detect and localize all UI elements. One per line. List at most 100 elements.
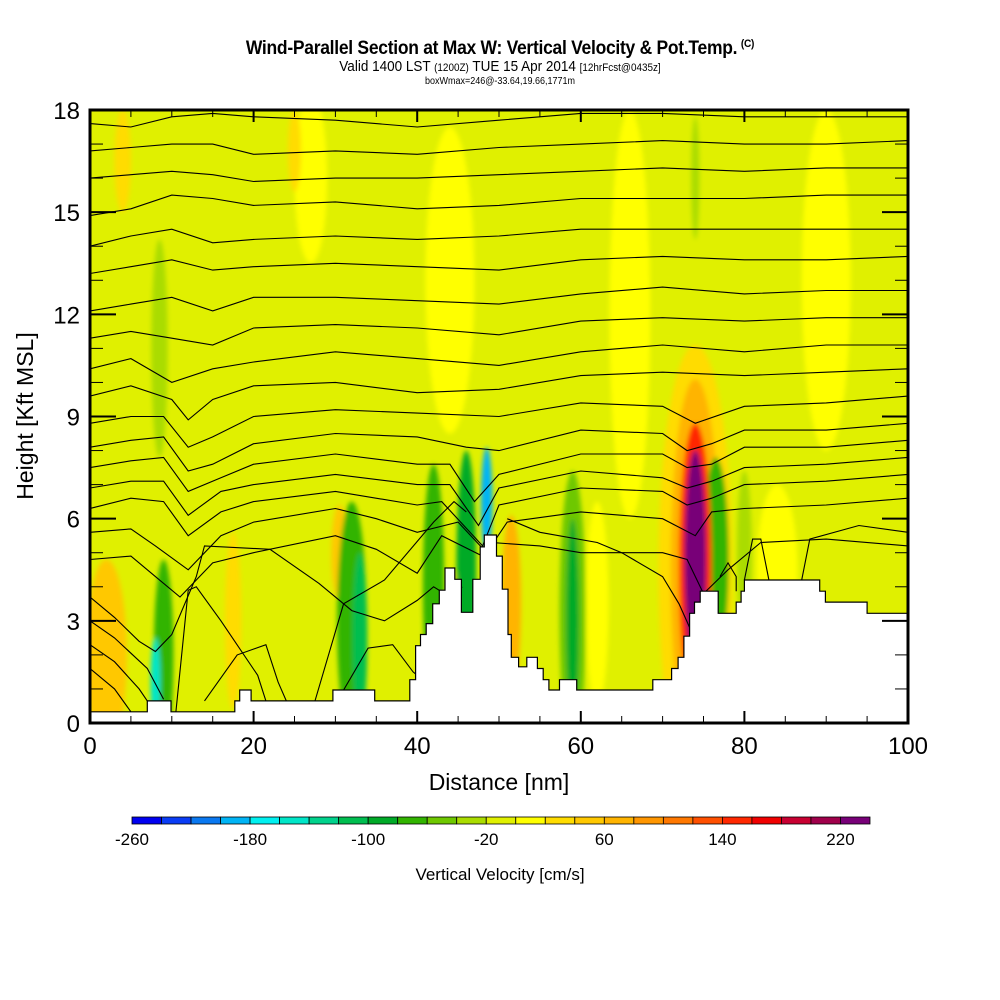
colorbar-swatch bbox=[840, 816, 871, 825]
y-tick-label: 0 bbox=[67, 711, 80, 738]
colorbar-swatch bbox=[662, 816, 694, 825]
velocity-feature bbox=[151, 239, 168, 458]
x-axis: 0 20 40 60 80 100 bbox=[83, 110, 928, 760]
velocity-feature bbox=[287, 110, 302, 192]
y-tick-label: 9 bbox=[67, 405, 80, 432]
velocity-feature bbox=[90, 559, 127, 723]
colorbar-swatch bbox=[751, 816, 782, 825]
y-axis-title: Height [Kft MSL] bbox=[12, 332, 38, 499]
velocity-feature bbox=[609, 110, 651, 519]
isentrope-line bbox=[90, 497, 908, 571]
colorbar-tick-label: 60 bbox=[595, 830, 614, 849]
copyright-mark: (C) bbox=[740, 38, 755, 50]
velocity-feature bbox=[566, 518, 580, 723]
x-tick-label: 0 bbox=[83, 733, 96, 760]
isentrope-line bbox=[90, 620, 165, 700]
x-axis-title: Distance [nm] bbox=[429, 769, 570, 795]
colorbar-title: Vertical Velocity [cm/s] bbox=[415, 865, 584, 884]
velocity-feature bbox=[224, 532, 242, 710]
colorbar-swatch bbox=[367, 816, 399, 825]
chart-title-text: Wind-Parallel Section at Max W: Vertical… bbox=[245, 38, 738, 59]
isentrope-line bbox=[90, 255, 908, 275]
isentrope-line bbox=[90, 317, 908, 346]
colorbar-swatch bbox=[161, 816, 192, 825]
y-axis: 0 3 6 9 12 15 18 bbox=[53, 98, 908, 738]
isentrope-line bbox=[90, 194, 908, 217]
isentrope-line bbox=[90, 167, 908, 183]
chart-title: Wind-Parallel Section at Max W: Vertical… bbox=[40, 38, 960, 60]
isentrope-line bbox=[90, 368, 908, 421]
colorbar-swatch bbox=[810, 816, 841, 825]
velocity-feature bbox=[352, 552, 368, 723]
y-tick-label: 15 bbox=[53, 200, 80, 227]
velocity-feature bbox=[585, 501, 609, 706]
colorbar: -260 -180 -100 -20 60 140 220 bbox=[115, 816, 871, 849]
x-tick-label: 60 bbox=[567, 733, 594, 760]
colorbar-swatch bbox=[485, 816, 517, 825]
colorbar-swatch bbox=[338, 816, 369, 825]
colorbar-swatch bbox=[574, 816, 605, 825]
colorbar-swatch bbox=[249, 816, 281, 825]
isentrope-line bbox=[90, 473, 908, 547]
y-tick-label: 12 bbox=[53, 302, 80, 329]
x-tick-label: 20 bbox=[240, 733, 267, 760]
colorbar-tick-label: -260 bbox=[115, 830, 149, 849]
isentrope-line bbox=[506, 518, 692, 632]
isentrope-line bbox=[90, 140, 908, 155]
terrain bbox=[90, 534, 908, 723]
y-tick-label: 18 bbox=[53, 98, 80, 125]
isentrope-line bbox=[90, 286, 908, 312]
colorbar-tick-label: -180 bbox=[233, 830, 267, 849]
isentrope-line bbox=[175, 586, 267, 712]
isentrope-line bbox=[90, 422, 908, 472]
isentrope-line bbox=[90, 668, 132, 713]
velocity-feature bbox=[294, 110, 328, 264]
forecast-info: [12hrFcst@0435z] bbox=[579, 62, 661, 74]
colorbar-swatch bbox=[781, 816, 812, 825]
colorbar-swatch bbox=[131, 816, 162, 825]
isentrope-line bbox=[90, 228, 908, 247]
velocity-feature bbox=[114, 110, 131, 213]
plot-area bbox=[90, 110, 908, 723]
valid-time: Valid 1400 LST bbox=[339, 58, 431, 75]
isentrope-line bbox=[743, 538, 770, 581]
colorbar-tick-label: -20 bbox=[474, 830, 499, 849]
y-tick-label: 6 bbox=[67, 507, 80, 534]
valid-zulu: (1200Z) bbox=[434, 62, 469, 74]
colorbar-swatch bbox=[692, 816, 723, 825]
isentrope-line bbox=[90, 644, 148, 702]
x-tick-label: 100 bbox=[888, 733, 928, 760]
colorbar-swatch bbox=[456, 816, 487, 825]
chart-subtitle: Valid 1400 LST (1200Z) TUE 15 Apr 2014 [… bbox=[50, 58, 950, 75]
velocity-feature bbox=[691, 116, 700, 240]
isentrope-line bbox=[90, 344, 908, 384]
y-tick-label: 3 bbox=[67, 609, 80, 636]
colorbar-swatch bbox=[426, 816, 458, 825]
isentrope-line bbox=[314, 500, 467, 702]
isentrope-line bbox=[719, 561, 737, 592]
isentrope-line bbox=[204, 643, 287, 702]
valid-date: TUE 15 Apr 2014 bbox=[472, 58, 576, 75]
colorbar-tick-label: -100 bbox=[351, 830, 385, 849]
isentrope-line bbox=[801, 524, 908, 581]
isentrope-line bbox=[90, 545, 463, 653]
colorbar-swatch bbox=[515, 816, 546, 825]
isentrope-line bbox=[90, 456, 908, 527]
velocity-feature bbox=[425, 127, 475, 434]
colorbar-swatch bbox=[279, 816, 310, 825]
colorbar-swatch bbox=[308, 816, 340, 825]
velocity-feature bbox=[801, 110, 851, 451]
isentrope-line bbox=[90, 439, 908, 503]
colorbar-swatch bbox=[544, 816, 576, 825]
colorbar-swatch bbox=[722, 816, 753, 825]
box-wmax-info: boxWmax=246@-33.64,19.66,1771m bbox=[425, 76, 575, 87]
colorbar-tick-label: 140 bbox=[708, 830, 736, 849]
colorbar-tick-label: 220 bbox=[826, 830, 854, 849]
x-tick-label: 80 bbox=[731, 733, 758, 760]
colorbar-swatch bbox=[633, 816, 664, 825]
colorbar-swatch bbox=[220, 816, 251, 825]
colorbar-swatch bbox=[603, 816, 635, 825]
colorbar-swatch bbox=[397, 816, 428, 825]
colorbar-swatch bbox=[190, 816, 221, 825]
